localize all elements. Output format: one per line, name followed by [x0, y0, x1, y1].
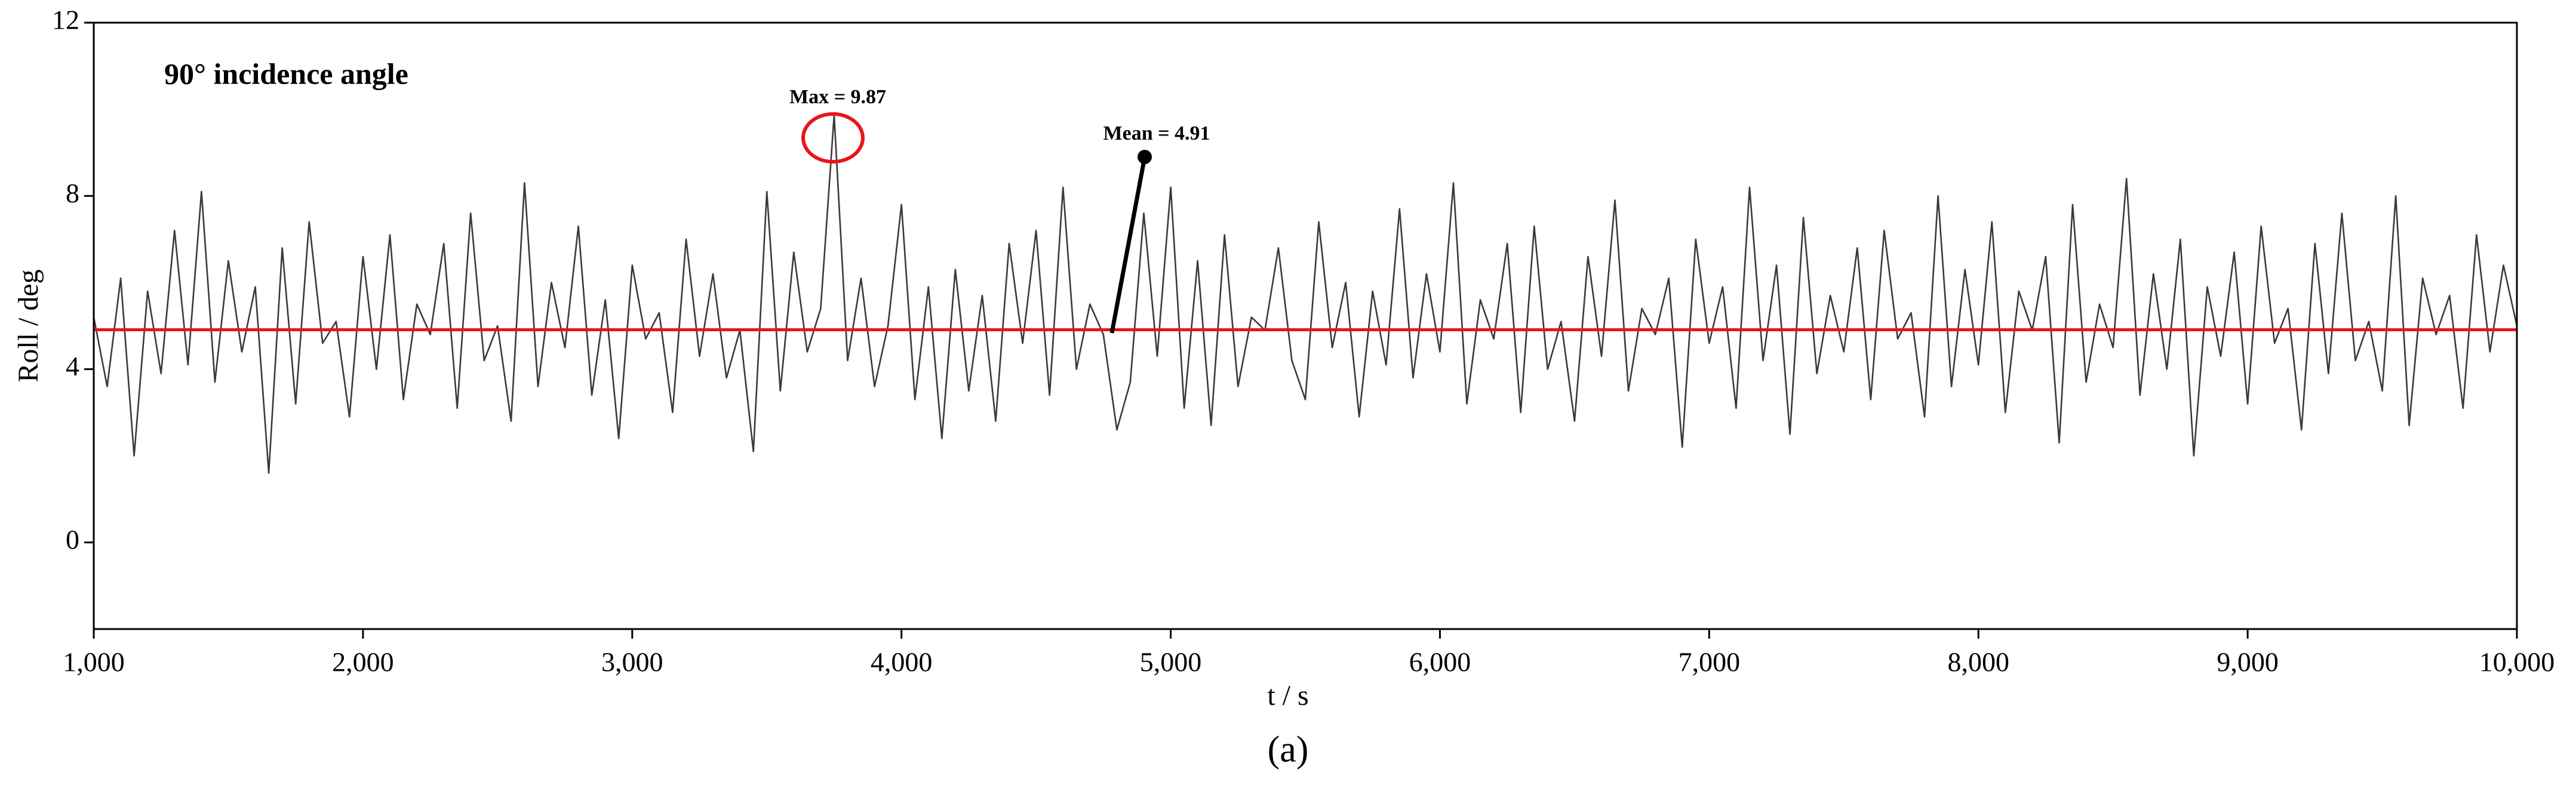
max-annotation: Max = 9.87	[789, 86, 886, 108]
chart-title: 90° incidence angle	[164, 57, 408, 90]
x-tick-label: 4,000	[871, 647, 933, 677]
plot-frame	[93, 21, 2518, 630]
x-tick-label: 8,000	[1947, 647, 2009, 677]
y-tick-label: 0	[66, 524, 79, 554]
caption: (a)	[1268, 729, 1309, 770]
data-line	[93, 114, 2518, 474]
x-tick-label: 3,000	[601, 647, 663, 677]
mean-pointer-dot	[1138, 150, 1152, 164]
y-axis-title: Roll / deg	[13, 269, 44, 382]
max-marker	[801, 112, 865, 164]
x-axis-title: t / s	[1267, 680, 1308, 711]
mean-pointer	[1109, 156, 1147, 334]
x-tick-label: 9,000	[2217, 647, 2279, 677]
y-tick-label: 4	[66, 351, 79, 381]
x-tick-label: 2,000	[332, 647, 394, 677]
y-tick-label: 8	[66, 178, 79, 208]
mean-annotation: Mean = 4.91	[1103, 122, 1210, 144]
x-tick-label: 10,000	[2479, 647, 2555, 677]
y-tick-label: 12	[52, 5, 79, 35]
x-tick-label: 1,000	[63, 647, 125, 677]
x-tick-label: 7,000	[1679, 647, 1741, 677]
x-tick-label: 6,000	[1409, 647, 1471, 677]
x-tick-label: 5,000	[1140, 647, 1202, 677]
